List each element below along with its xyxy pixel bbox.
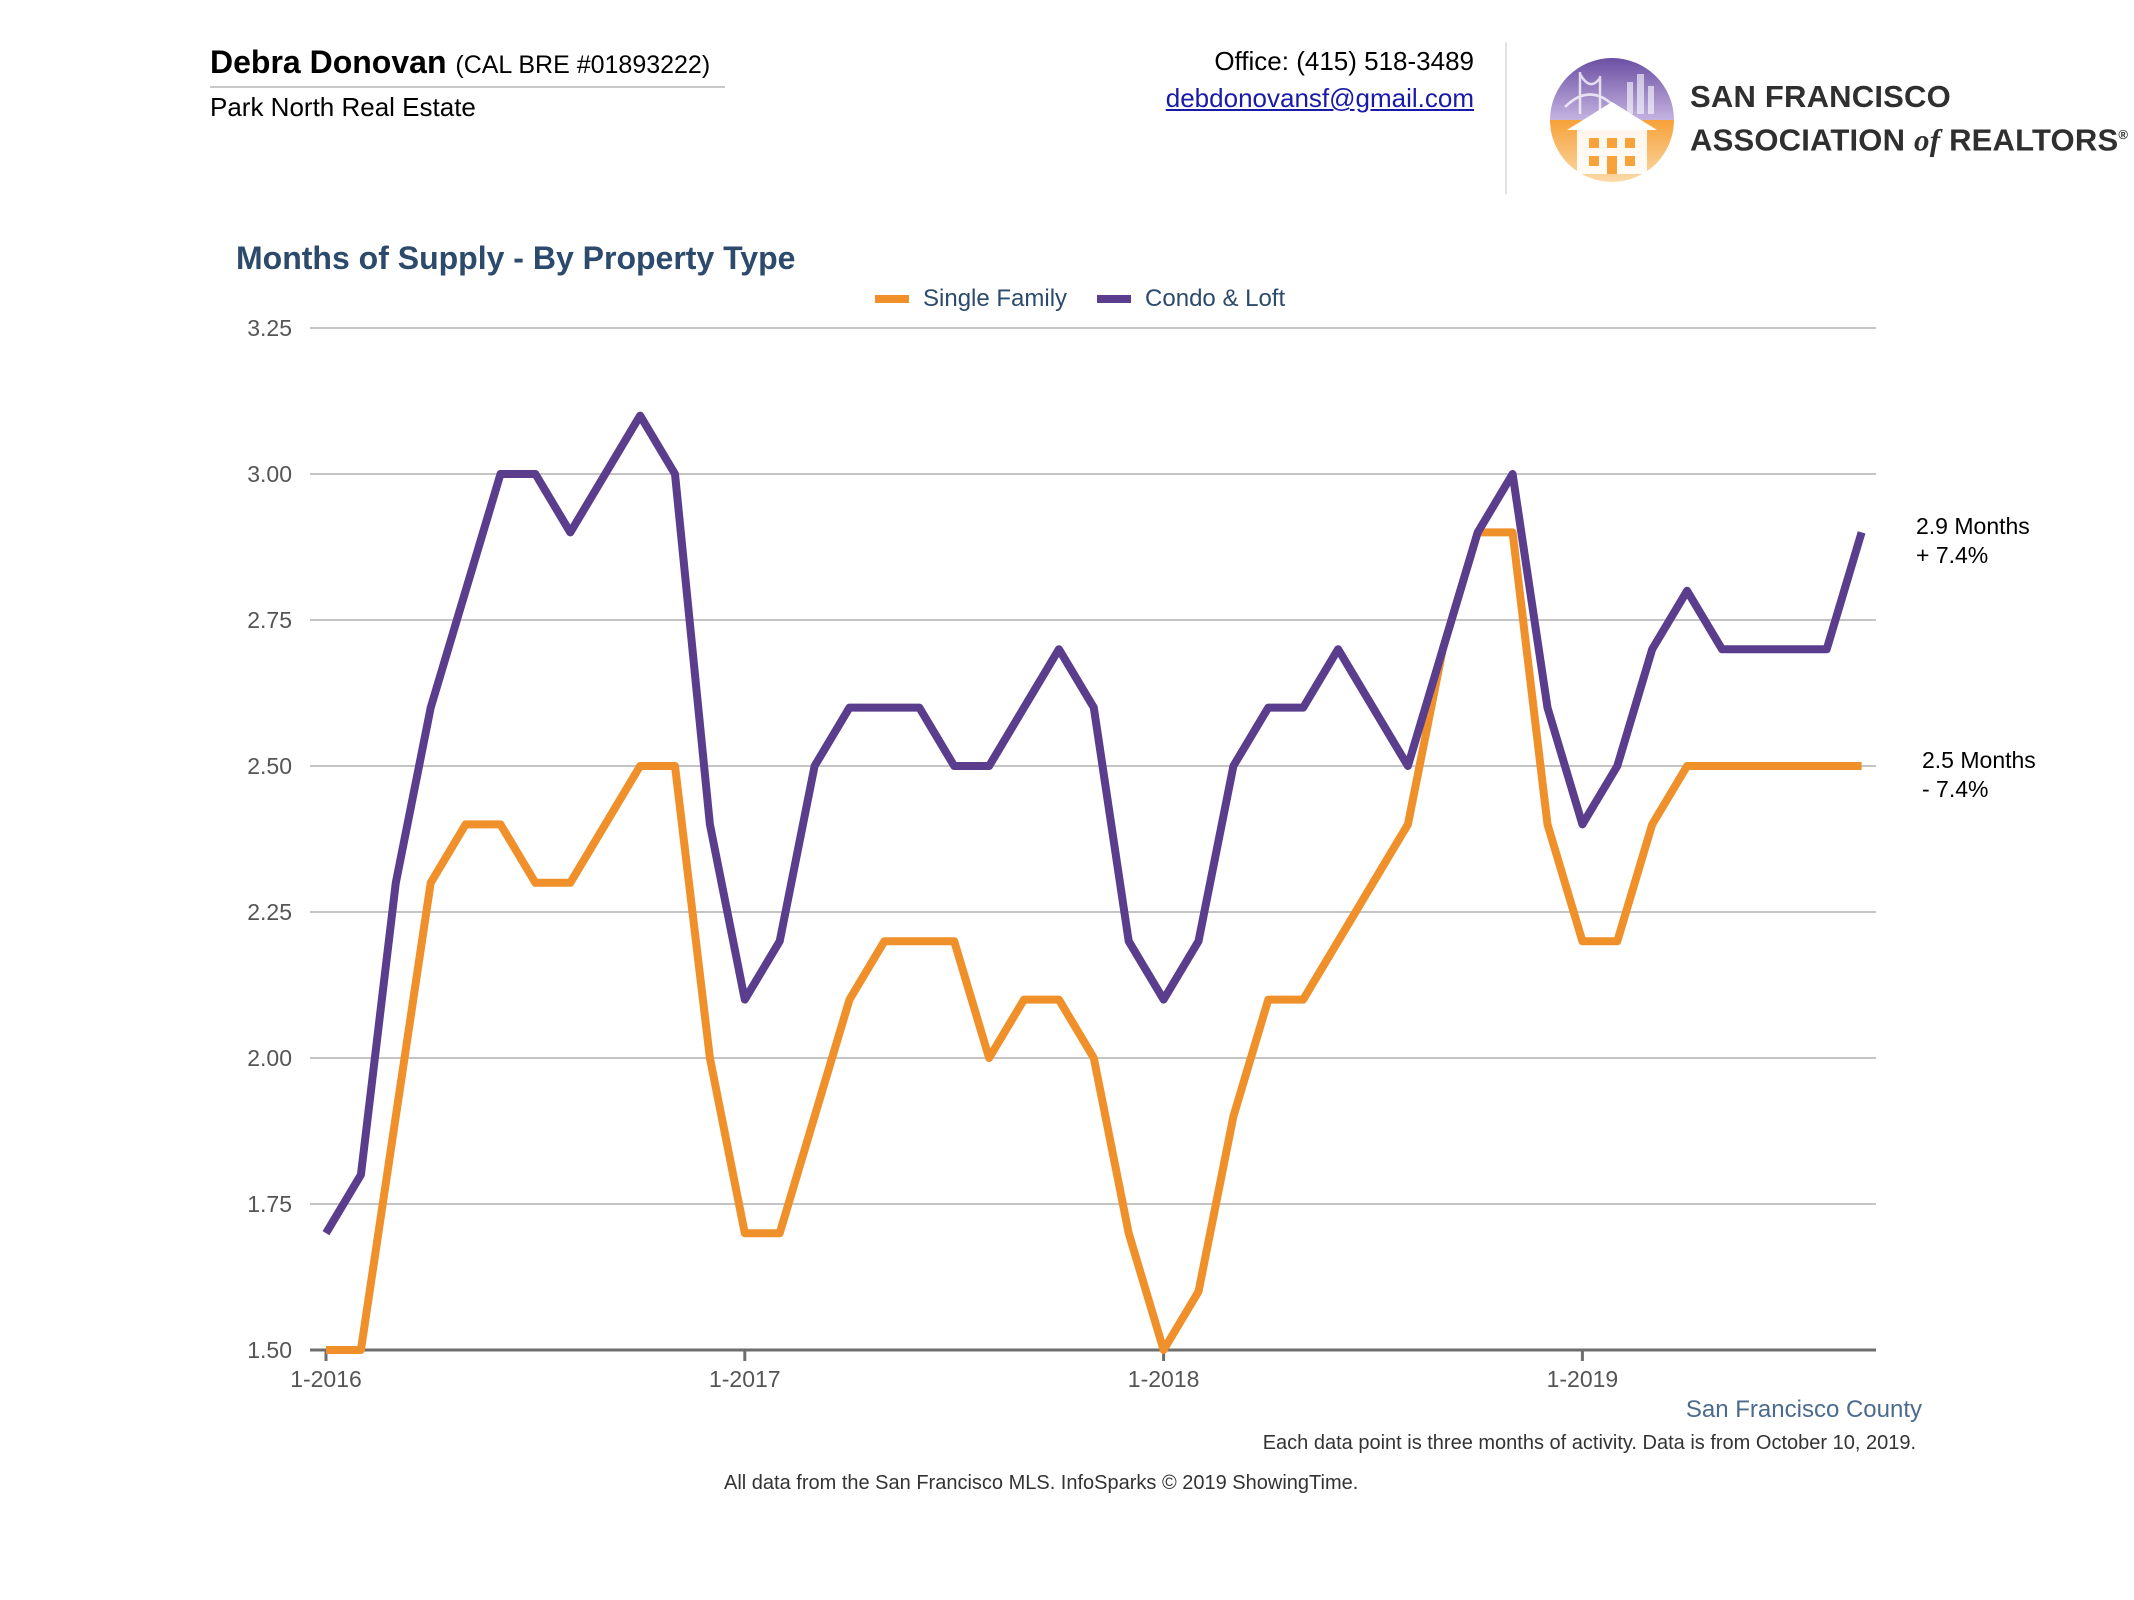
y-tick-label: 1.75 bbox=[247, 1191, 292, 1217]
sfar-logo-text: SAN FRANCISCO ASSOCIATION of REALTORS® bbox=[1690, 78, 2128, 159]
legend-label-single-family: Single Family bbox=[923, 285, 1068, 312]
y-tick-label: 2.50 bbox=[247, 753, 292, 779]
office-phone: Office: (415) 518-3489 bbox=[1214, 46, 1474, 76]
y-tick-label: 2.75 bbox=[247, 607, 292, 633]
email-link[interactable]: debdonovansf@gmail.com bbox=[1165, 83, 1474, 113]
y-tick-label: 1.50 bbox=[247, 1337, 292, 1363]
logo-line-2: ASSOCIATION of REALTORS® bbox=[1690, 116, 2128, 159]
x-tick-label: 1-2018 bbox=[1128, 1366, 1200, 1392]
x-tick-label: 1-2016 bbox=[290, 1366, 362, 1392]
series-line-single-family bbox=[326, 528, 1862, 1354]
contact-block: Office: (415) 518-3489 debdonovansf@gmai… bbox=[1166, 46, 1474, 114]
chart-title: Months of Supply - By Property Type bbox=[236, 240, 796, 276]
footer-note: Each data point is three months of activ… bbox=[1262, 1432, 1916, 1454]
y-tick-label: 2.25 bbox=[247, 899, 292, 925]
annotation-condo-loft: 2.9 Months + 7.4% bbox=[1916, 512, 2030, 570]
agent-license: (CAL BRE #01893222) bbox=[455, 51, 711, 79]
logo-realtors: REALTORS bbox=[1949, 122, 2119, 158]
header-divider bbox=[1505, 42, 1507, 194]
x-tick-label: 1-2017 bbox=[709, 1366, 781, 1392]
agent-name-text: Debra Donovan bbox=[210, 44, 447, 80]
legend-item-condo-loft: Condo & Loft bbox=[1097, 285, 1285, 313]
logo-registered: ® bbox=[2118, 127, 2129, 142]
legend-swatch-condo-loft bbox=[1097, 295, 1132, 303]
logo-of: of bbox=[1914, 122, 1941, 158]
logo-association: ASSOCIATION bbox=[1690, 122, 1906, 158]
y-tick-label: 3.00 bbox=[247, 461, 292, 487]
logo-line-1: SAN FRANCISCO bbox=[1690, 79, 1951, 114]
annotation-single-family: 2.5 Months - 7.4% bbox=[1922, 746, 2036, 804]
annotation-single-change: - 7.4% bbox=[1922, 776, 1989, 802]
annotation-condo-change: + 7.4% bbox=[1916, 542, 1989, 569]
chart-legend: Single Family Condo & Loft bbox=[875, 285, 1285, 313]
sfar-logo-icon bbox=[1550, 58, 1674, 182]
agent-name-underline bbox=[210, 86, 725, 88]
y-tick-label: 3.25 bbox=[247, 315, 292, 341]
x-tick-label: 1-2019 bbox=[1547, 1366, 1619, 1392]
footer-county: San Francisco County bbox=[1685, 1396, 1922, 1423]
y-tick-label: 2.00 bbox=[247, 1045, 292, 1071]
annotation-condo-value: 2.9 Months bbox=[1916, 513, 2030, 540]
footer-source: All data from the San Francisco MLS. Inf… bbox=[724, 1472, 1359, 1494]
agent-name: Debra Donovan (CAL BRE #01893222) bbox=[210, 44, 710, 81]
legend-item-single-family: Single Family bbox=[875, 285, 1067, 313]
series-line-condo-loft bbox=[322, 411, 1866, 1236]
agent-company: Park North Real Estate bbox=[210, 92, 476, 122]
legend-label-condo-loft: Condo & Loft bbox=[1145, 285, 1286, 312]
annotation-single-value: 2.5 Months bbox=[1922, 747, 2036, 773]
legend-swatch-single-family bbox=[875, 295, 909, 303]
